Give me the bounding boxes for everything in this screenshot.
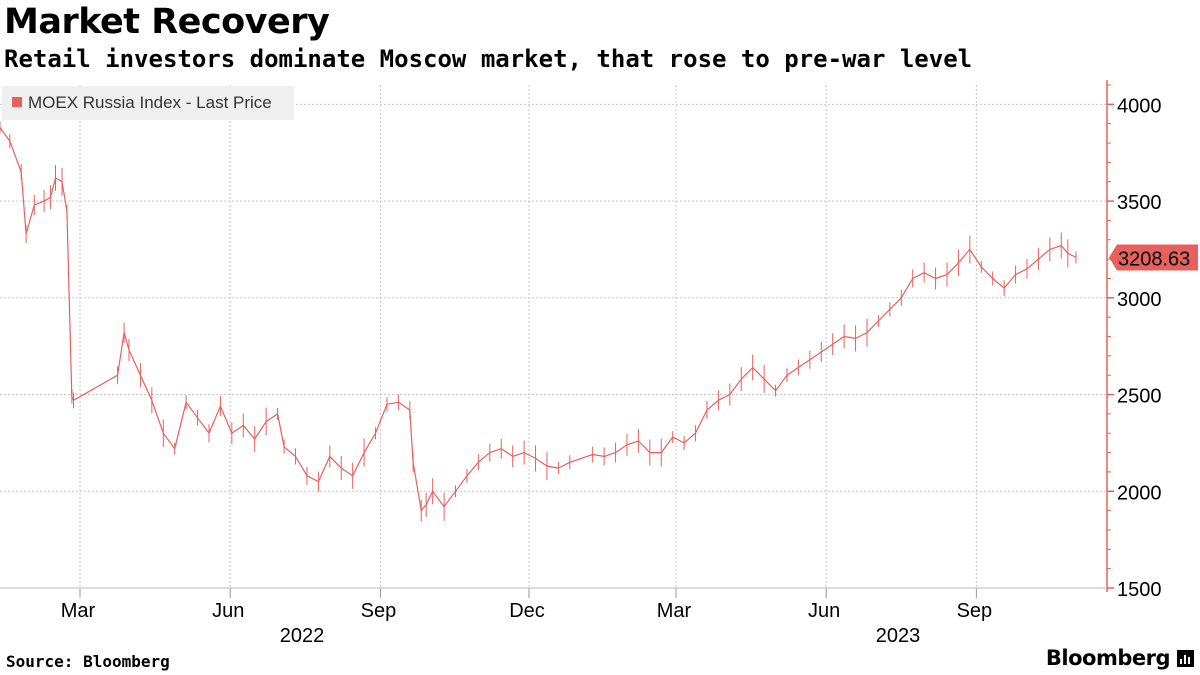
legend-label: MOEX Russia Index - Last Price (28, 93, 272, 112)
chart-title: Market Recovery (4, 2, 330, 42)
series-group (0, 121, 1077, 522)
brand-logo: Bloomberg (1045, 646, 1171, 670)
x-tick-label: Mar (657, 600, 692, 622)
x-year-label: 2022 (280, 625, 325, 647)
last-value-marker: 3208.63 (1109, 244, 1198, 271)
x-tick-label: Jun (212, 600, 244, 622)
y-tick-label: 3500 (1117, 192, 1162, 214)
y-tick-label: 2000 (1117, 482, 1162, 504)
y-tick-label: 4000 (1117, 95, 1162, 117)
x-tick-label: Sep (361, 600, 397, 622)
x-year-label: 2023 (876, 625, 921, 647)
last-value-flag (1109, 244, 1198, 271)
bloomberg-chart-icon (1177, 650, 1194, 667)
legend-swatch (12, 97, 22, 107)
source-note: Source: Bloomberg (6, 652, 170, 671)
axes: 1500 2000 2500 3000 3500 4000 Mar Jun Sep Dec Mar J… (0, 80, 1162, 647)
legend-background (2, 86, 294, 120)
y-tick-label: 1500 (1117, 579, 1162, 601)
legend: MOEX Russia Index - Last Price (2, 86, 294, 120)
grid (0, 85, 1107, 589)
y-tick-label: 3000 (1117, 289, 1162, 311)
y-tick-label: 2500 (1117, 386, 1162, 408)
x-tick-label: Jun (808, 600, 840, 622)
series-line (0, 127, 1077, 512)
last-value-label: 3208.63 (1118, 248, 1190, 270)
x-tick-label: Mar (61, 600, 96, 622)
x-tick-label: Sep (957, 600, 993, 622)
chart-subtitle: Retail investors dominate Moscow market,… (4, 45, 973, 73)
x-tick-label: Dec (509, 600, 545, 622)
